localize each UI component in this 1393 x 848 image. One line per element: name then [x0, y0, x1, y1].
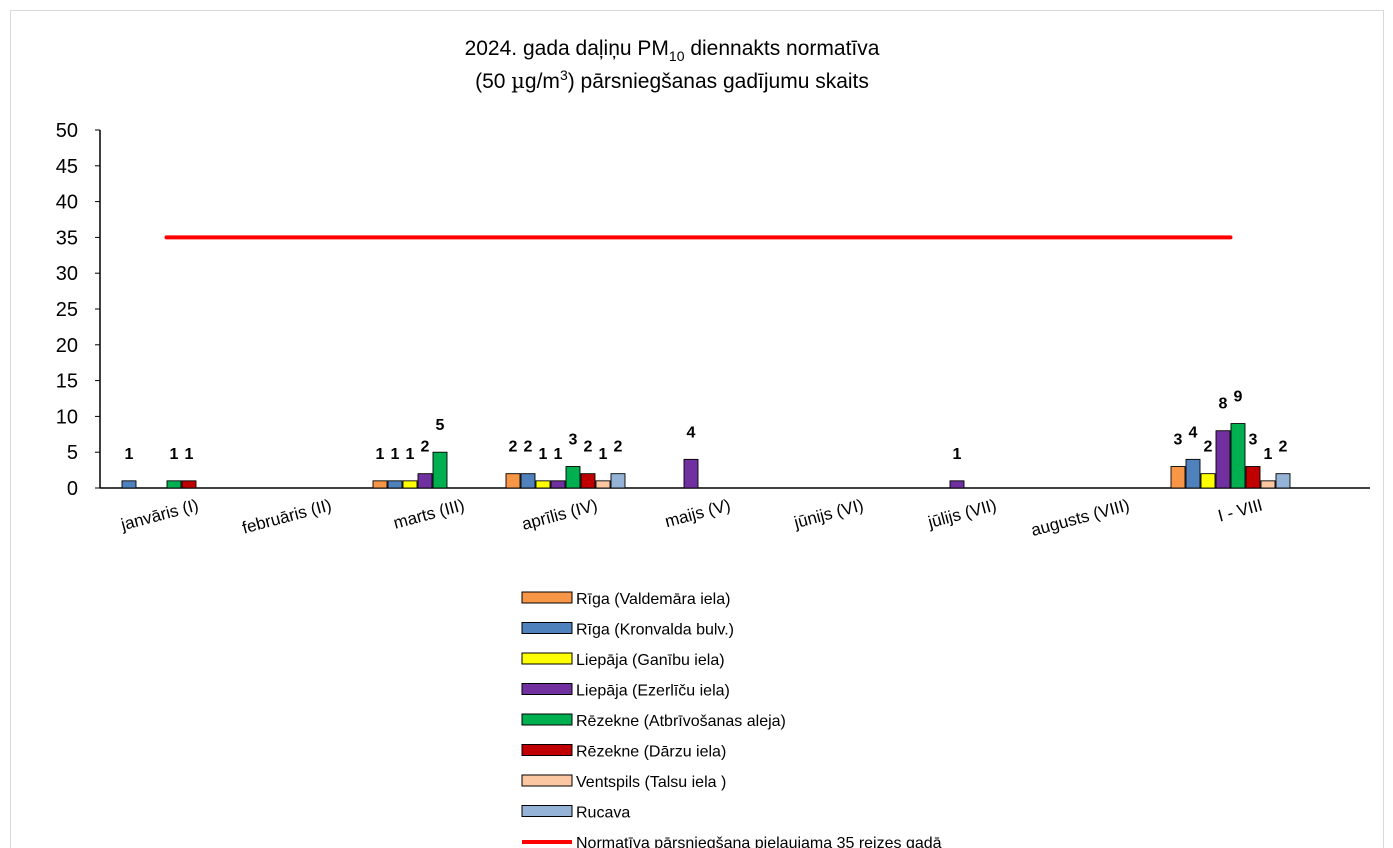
legend-swatch: [521, 591, 573, 604]
x-tick-label: I - VIII: [1216, 496, 1265, 526]
bar: [683, 458, 699, 489]
data-label: 1: [185, 446, 194, 463]
legend-swatch: [521, 744, 573, 756]
y-tick-label: 50: [56, 120, 78, 142]
legend-label: Liepāja (Ezerlīču iela): [576, 683, 730, 700]
bar: [1245, 466, 1261, 489]
x-tick-label: janvāris (I): [118, 496, 201, 535]
bar: [1230, 423, 1246, 489]
y-tick-label: 25: [56, 299, 78, 321]
bar: [949, 480, 965, 489]
x-tick-label: februāris (II): [240, 496, 333, 538]
y-tick-label: 45: [56, 156, 78, 178]
legend-label: Ventspils (Talsu iela ): [576, 774, 726, 791]
legend-swatch: [521, 774, 573, 787]
bar: [402, 480, 418, 489]
data-label: 1: [376, 446, 385, 463]
bar: [565, 466, 581, 489]
data-label: 1: [539, 446, 548, 463]
x-tick-label: maijs (V): [663, 496, 733, 532]
y-tick-label: 15: [56, 371, 78, 393]
legend-swatch: [521, 713, 573, 726]
x-tick-label: jūnijs (VI): [791, 496, 865, 533]
data-label: 1: [406, 446, 415, 463]
data-label: 2: [1204, 439, 1213, 456]
bar: [1185, 458, 1201, 489]
bar: [580, 473, 596, 489]
data-label: 4: [687, 424, 696, 441]
bar: [1200, 473, 1216, 489]
data-label: 2: [1279, 439, 1288, 456]
x-tick-label: jūlijs (VII): [925, 496, 998, 533]
y-tick-label: 40: [56, 192, 78, 214]
bar: [372, 480, 388, 489]
chart-title-line-2: (50 µg/m3) pārsniegšanas gadījumu skaits: [475, 67, 869, 93]
bar: [535, 480, 551, 489]
bar: [505, 473, 521, 489]
data-label: 5: [436, 417, 445, 434]
data-label: 1: [1264, 446, 1273, 463]
legend-label: Rēzekne (Atbrīvošanas aleja): [576, 713, 786, 730]
data-label: 1: [391, 446, 400, 463]
y-tick-label: 20: [56, 335, 78, 357]
data-label: 2: [509, 439, 518, 456]
legend-label: Normatīva pārsniegšana pieļaujama 35 rei…: [576, 835, 942, 848]
data-label: 2: [524, 439, 533, 456]
legend-label: Rīga (Kronvalda bulv.): [576, 622, 734, 639]
bar: [595, 480, 611, 489]
legend-label: Rīga (Valdemāra iela): [576, 591, 730, 608]
bar: [520, 473, 536, 489]
legend-swatch: [521, 683, 573, 695]
data-label: 3: [569, 432, 578, 449]
bar: [181, 480, 197, 489]
bar: [1275, 473, 1291, 489]
legend-label: Rucava: [576, 805, 630, 822]
data-label: 1: [170, 446, 179, 463]
x-tick-label: augusts (VIII): [1029, 496, 1132, 541]
legend: Rīga (Valdemāra iela) Rīga (Kronvalda bul…: [521, 591, 942, 848]
data-label: 4: [1189, 424, 1198, 441]
x-tick-label: marts (III): [391, 496, 466, 533]
y-tick-label: 0: [67, 478, 78, 500]
data-label: 1: [554, 446, 563, 463]
y-tick-label: 35: [56, 227, 78, 249]
y-tick-label: 5: [67, 442, 78, 464]
data-label: 2: [584, 439, 593, 456]
data-label: 1: [599, 446, 608, 463]
bar: [1260, 480, 1276, 489]
legend-swatch: [521, 622, 573, 634]
y-tick-label: 10: [56, 406, 78, 428]
data-label: 3: [1174, 432, 1183, 449]
legend-label: Rēzekne (Dārzu iela): [576, 744, 726, 761]
y-tick-label: 30: [56, 263, 78, 285]
bar: [1170, 466, 1186, 489]
data-label: 8: [1219, 396, 1228, 413]
legend-label: Liepāja (Ganību iela): [576, 652, 725, 669]
legend-swatch: [521, 805, 573, 817]
data-label: 1: [953, 446, 962, 463]
chart-title-line-1: 2024. gada daļiņu PM10 diennakts normatī…: [465, 37, 880, 64]
bar: [387, 480, 403, 489]
data-label: 3: [1249, 432, 1258, 449]
bar: [610, 473, 626, 489]
x-tick-label: aprīlis (IV): [520, 496, 600, 534]
bar: [550, 480, 566, 489]
legend-swatch: [521, 652, 573, 665]
chart-area: [10, 10, 1384, 848]
data-label: 2: [421, 439, 430, 456]
bar: [1215, 430, 1231, 489]
bar: [432, 451, 448, 489]
data-label: 1: [125, 446, 134, 463]
bar: [166, 480, 182, 489]
data-label: 2: [614, 439, 623, 456]
bar: [121, 480, 137, 489]
data-label: 9: [1234, 389, 1243, 406]
bar: [417, 473, 433, 489]
